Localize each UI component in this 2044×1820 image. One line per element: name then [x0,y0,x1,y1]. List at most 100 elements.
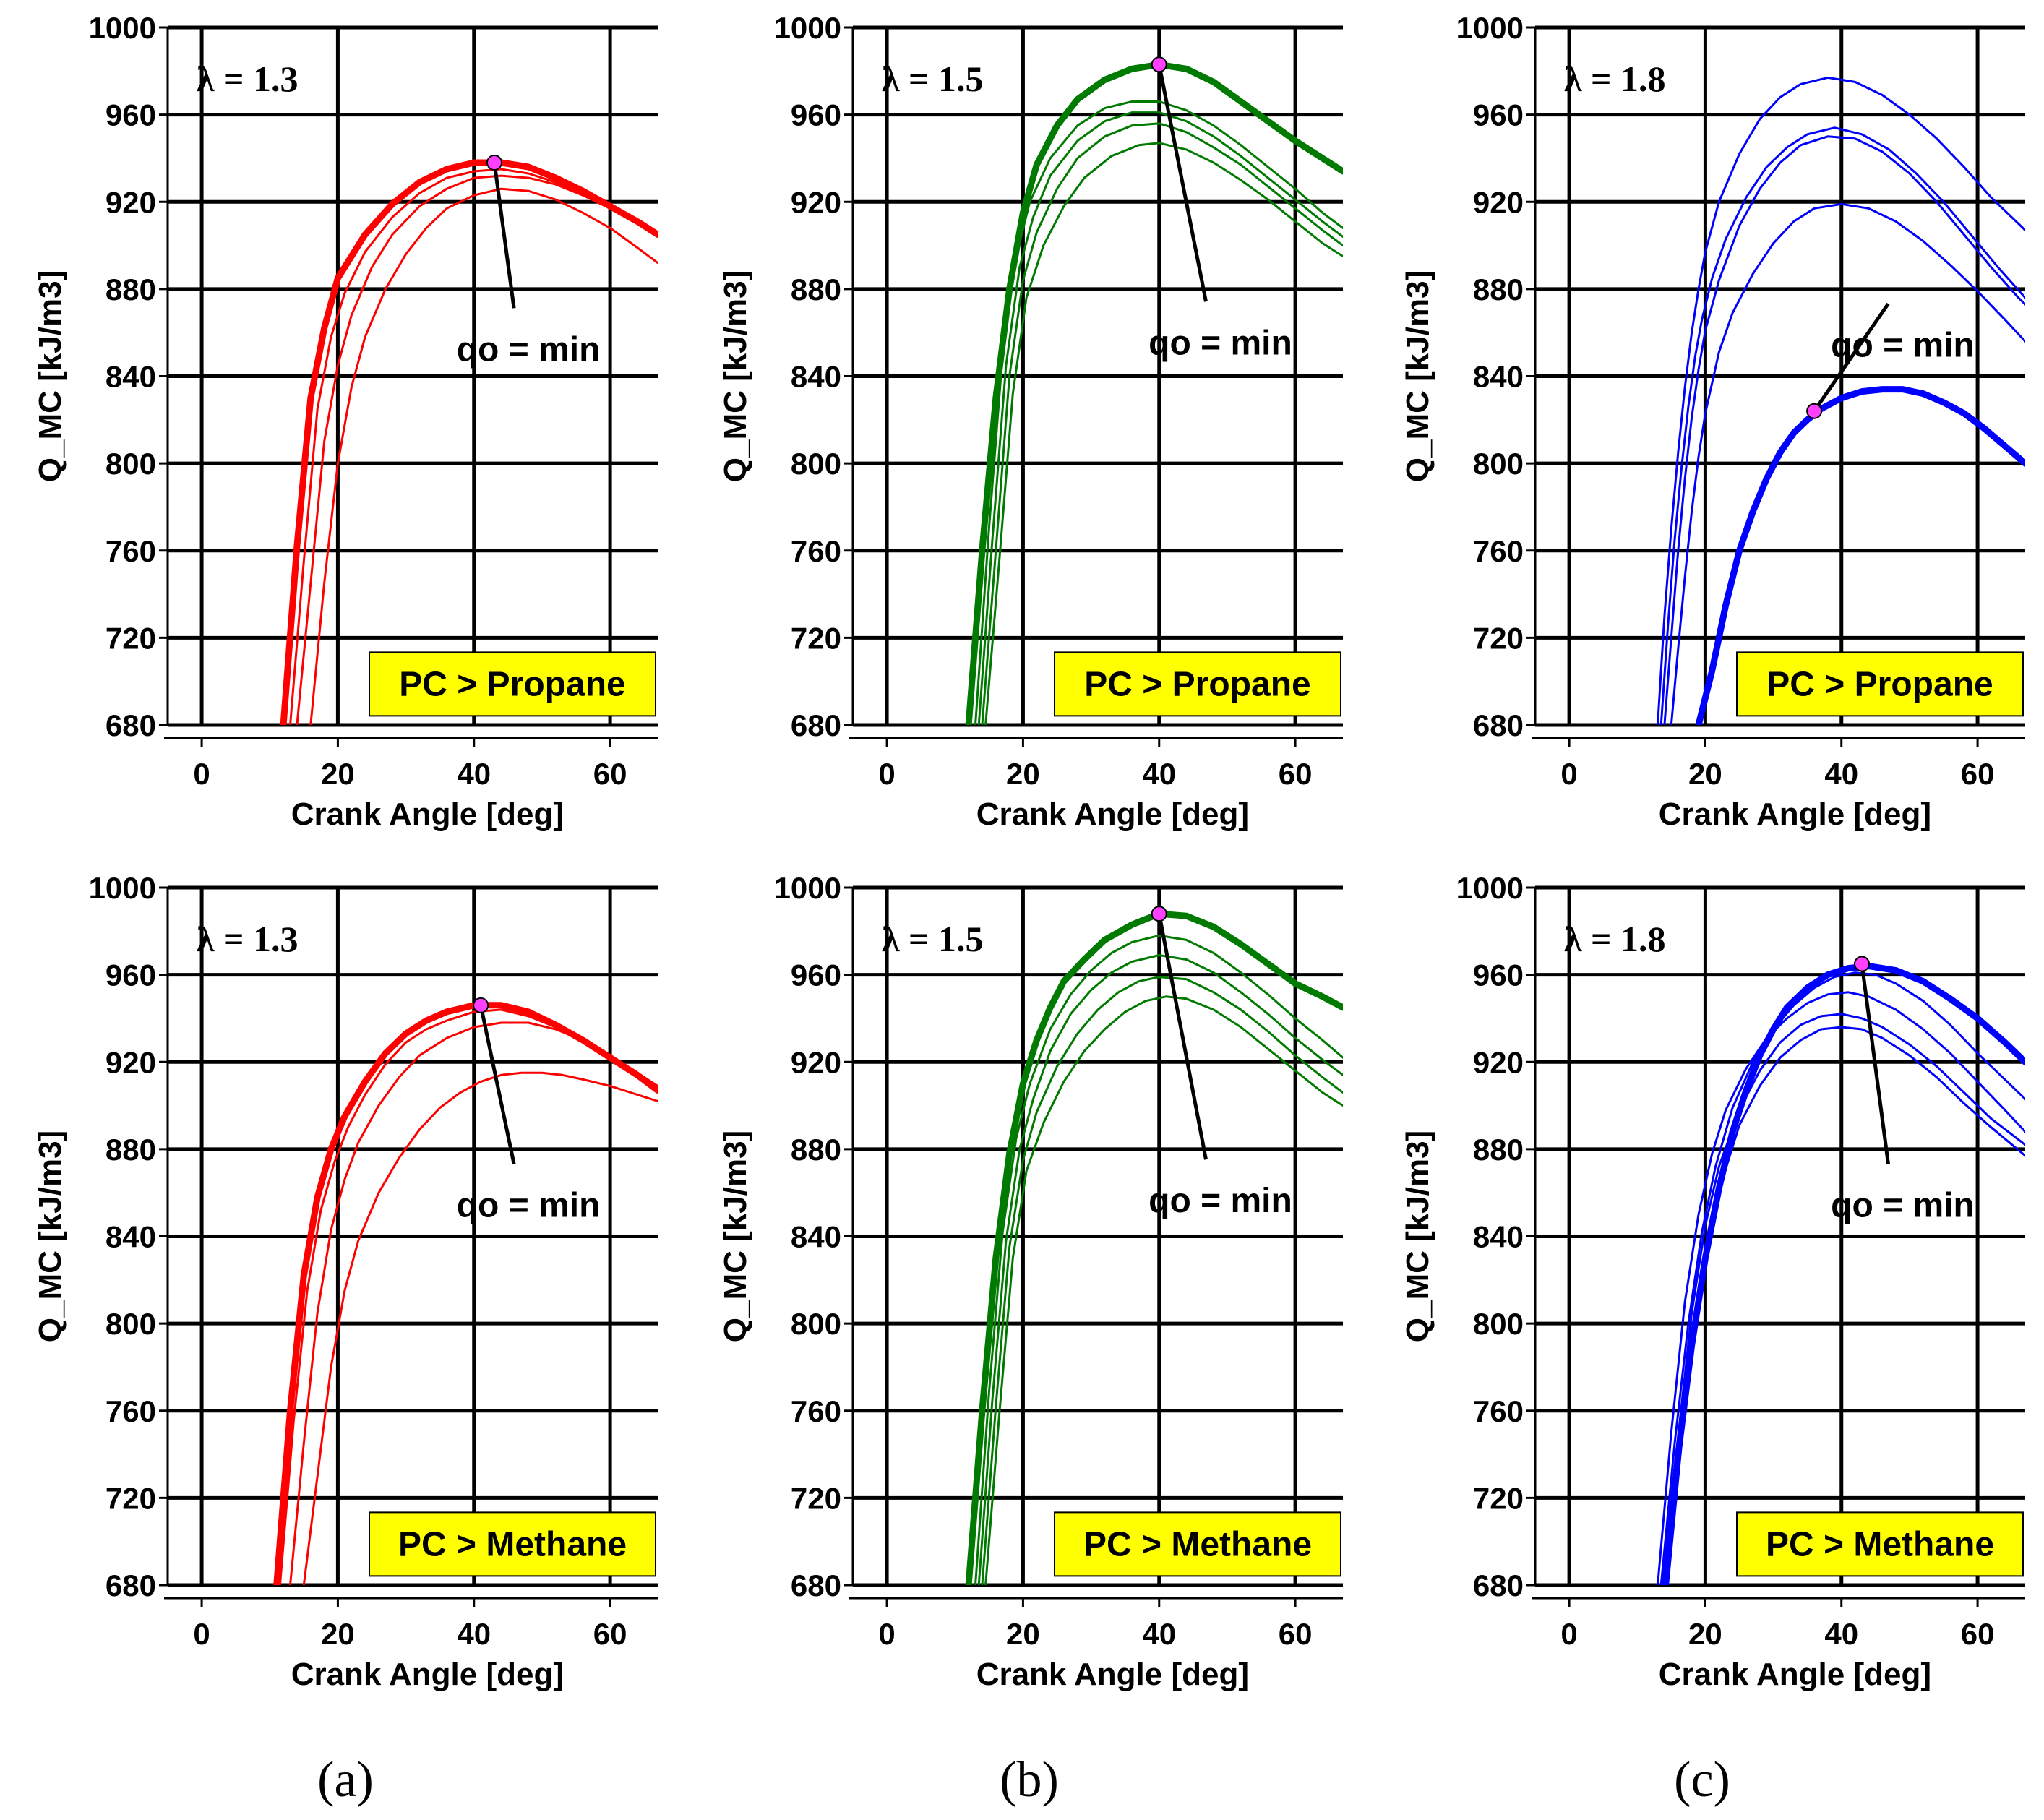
y-tick-label: 840 [106,360,156,394]
x-tick-label: 60 [1279,757,1313,791]
series-line-5 [1667,1026,2025,1585]
series-line-optimal [1695,386,2025,725]
y-tick-label: 880 [791,1133,841,1167]
y-tick-label: 800 [1473,447,1524,481]
y-tick-label: 960 [106,958,156,992]
annotation-label: qo = min [457,1186,601,1224]
series-line-4 [309,187,658,725]
y-tick-label: 1000 [89,871,156,905]
x-axis-label: Crank Angle [deg] [1659,797,1931,832]
x-tick-label: 40 [457,757,491,791]
panels: 680 720 760 800 840 880 920 960 1000 0 20 40 60 Crank… [33,11,2025,1692]
series-line-4 [1663,1013,2025,1585]
series-line-4 [302,1071,658,1585]
annotation-leader [492,162,516,309]
chart-panel-6: 680 720 760 800 840 880 920 960 1000 0 20 40 60 Crank… [1400,871,2025,1692]
y-tick-label: 760 [106,1394,156,1428]
chart-panel-3: 680 720 760 800 840 880 920 960 1000 0 20 40 60 Crank… [1400,11,2025,832]
y-tick-label: 1000 [89,11,156,45]
series-line-5 [1670,202,2025,725]
series-line-3 [977,954,1343,1585]
panel-letter-c: (c) [1674,1752,1730,1808]
x-axis-label: Crank Angle [deg] [291,1657,564,1692]
fuel-label: PC > Propane [399,665,625,703]
y-tick-label: 680 [106,708,156,742]
y-axis-label: Q_MC [kJ/m3] [33,270,68,482]
y-tick-label: 920 [1473,185,1524,219]
fuel-label-box [1054,651,1341,717]
series-group [273,1002,658,1585]
y-tick-label: 680 [791,708,841,742]
y-tick-label: 960 [1473,98,1524,132]
optimum-marker [473,997,489,1013]
y-tick-label: 680 [1473,1568,1524,1602]
y-tick-label: 760 [106,534,156,568]
panel-letter-a: (a) [317,1752,374,1808]
series-line-optimal [280,159,658,725]
x-tick-label: 0 [1560,1617,1577,1651]
optimum-marker [1854,956,1870,972]
x-tick-label: 0 [878,757,895,791]
series-group [965,910,1343,1585]
y-axis-label: Q_MC [kJ/m3] [1400,270,1435,482]
y-tick-label: 800 [1473,1307,1524,1341]
y-tick-label: 720 [106,1481,156,1515]
y-tick-label: 840 [791,1220,841,1254]
y-tick-label: 720 [106,621,156,655]
y-tick-label: 760 [791,534,841,568]
y-tick-label: 760 [1473,534,1524,568]
y-tick-label: 840 [791,360,841,394]
series-line-2 [1659,971,2025,1585]
annotation-label: qo = min [1148,324,1292,362]
x-tick-label: 0 [878,1617,895,1651]
series-group [280,159,658,725]
y-tick-label: 880 [1473,272,1524,306]
y-tick-label: 680 [791,1568,841,1602]
x-axis-label: Crank Angle [deg] [976,797,1249,832]
lambda-label: λ = 1.5 [882,919,984,959]
x-tick-label: 40 [1824,1617,1858,1651]
lambda-label: λ = 1.8 [1564,919,1666,959]
x-axis-label: Crank Angle [deg] [976,1657,1249,1692]
x-tick-label: 20 [1006,1617,1040,1651]
y-tick-label: 840 [1473,1220,1524,1254]
fuel-label-box [1736,1511,2024,1577]
chart-panel-5: 680 720 760 800 840 880 920 960 1000 0 20 40 60 Crank… [718,871,1343,1692]
x-tick-label: 20 [321,1617,355,1651]
x-tick-label: 0 [1560,757,1577,791]
lambda-label: λ = 1.8 [1564,59,1666,99]
optimum-marker [486,154,502,171]
series-line-2 [1657,76,2025,725]
x-tick-label: 20 [1688,757,1722,791]
y-tick-label: 920 [791,185,841,219]
series-line-3 [289,1021,658,1585]
y-axis-label: Q_MC [kJ/m3] [33,1130,68,1342]
y-tick-label: 720 [791,1481,841,1515]
y-tick-label: 760 [791,1394,841,1428]
annotation-leader [1157,913,1208,1160]
fuel-label-box [369,1511,656,1577]
y-tick-label: 920 [106,185,156,219]
y-tick-label: 920 [791,1045,841,1079]
x-tick-label: 60 [1961,757,1995,791]
annotation-leader [1157,64,1208,302]
series-line-5 [984,995,1343,1585]
y-axis-label: Q_MC [kJ/m3] [718,270,753,482]
series-line-3 [296,174,658,725]
y-tick-label: 1000 [1456,11,1524,45]
x-tick-label: 60 [593,757,627,791]
series-line-2 [278,1008,658,1585]
fuel-label-box [369,651,656,717]
x-tick-label: 60 [1279,1617,1313,1651]
y-tick-label: 800 [106,447,156,481]
annotation-label: qo = min [1148,1182,1292,1220]
y-tick-label: 960 [791,958,841,992]
x-tick-label: 60 [593,1617,627,1651]
series-group [965,61,1343,725]
series-line-3 [977,111,1343,725]
annotation-label: qo = min [457,330,601,369]
x-tick-label: 60 [1961,1617,1995,1651]
x-tick-label: 20 [321,757,355,791]
x-axis-label: Crank Angle [deg] [1659,1657,1931,1692]
